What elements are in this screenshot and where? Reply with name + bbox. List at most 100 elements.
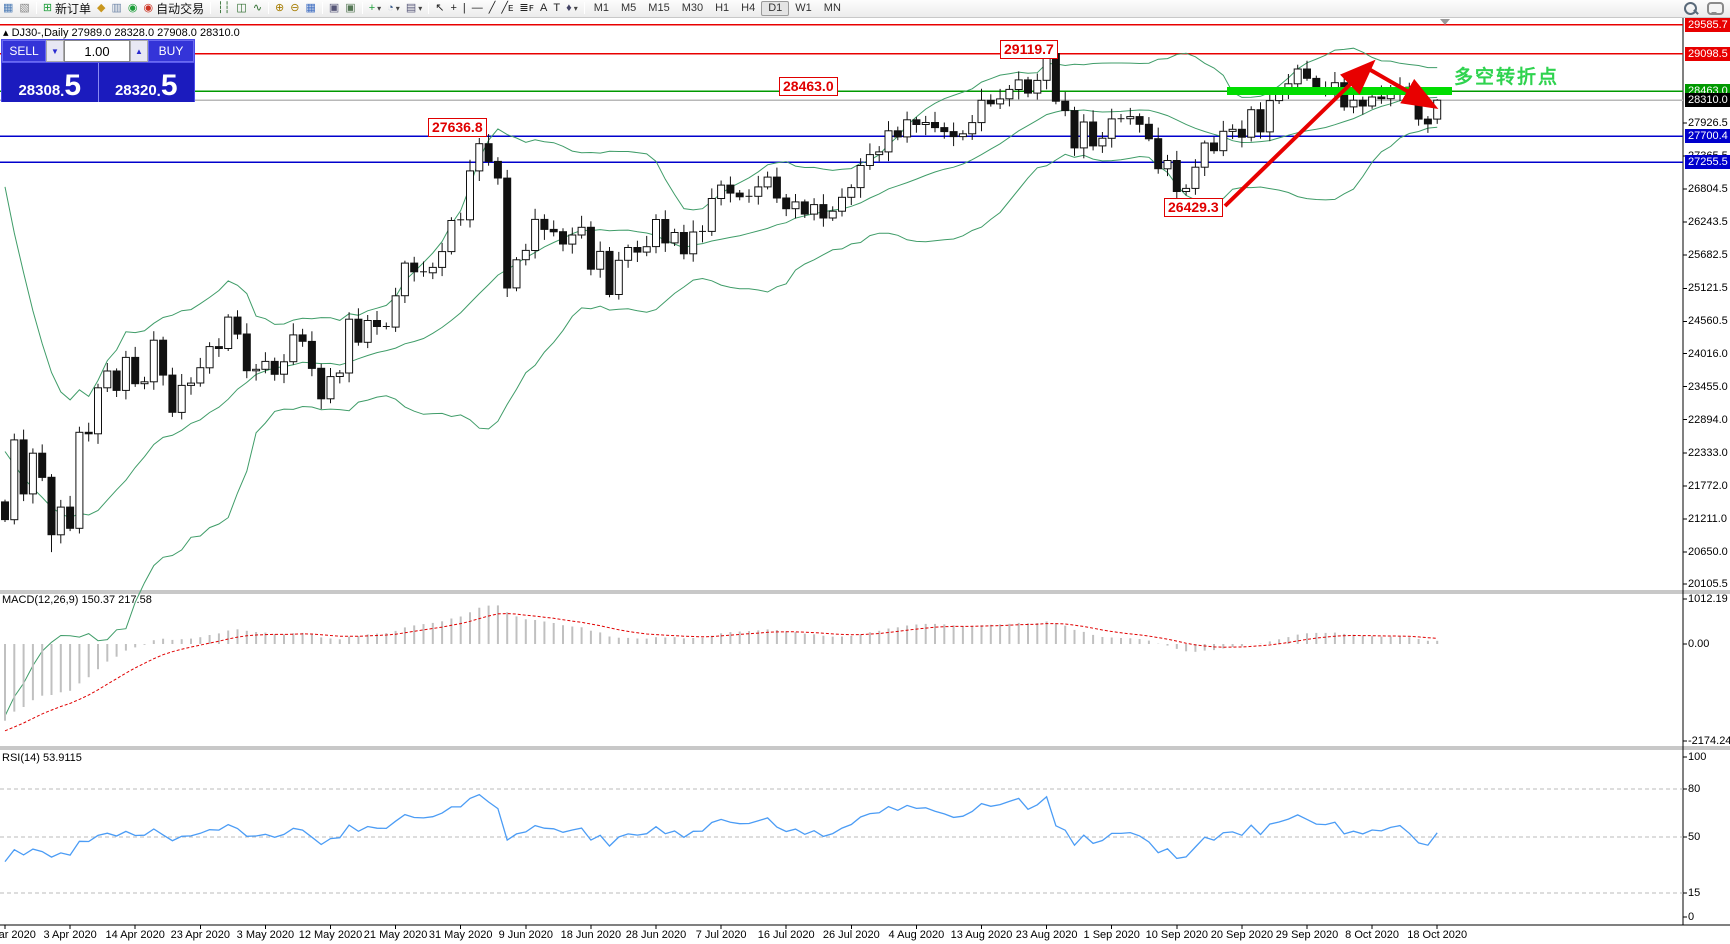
date-axis-label: 7 Jul 2020 xyxy=(695,929,747,941)
date-axis-label: 1 Sep 2020 xyxy=(1083,929,1140,941)
price-axis-tick: 21772.0 xyxy=(1688,479,1728,492)
date-axis-label: 10 Sep 2020 xyxy=(1145,929,1208,941)
timeframe-d1[interactable]: D1 xyxy=(761,1,790,16)
search-icon[interactable] xyxy=(1684,2,1697,15)
toolbar-separator xyxy=(361,2,363,14)
date-axis-label: 18 Oct 2020 xyxy=(1407,929,1468,941)
bar-chart-icon[interactable]: ┆┆ xyxy=(217,2,231,14)
price-axis-tick: 23455.0 xyxy=(1688,380,1728,393)
horizontal-line-tool[interactable]: — xyxy=(471,2,483,14)
volume-increase-button[interactable]: ▲ xyxy=(130,40,148,62)
date-axis-label: 16 Jul 2020 xyxy=(757,929,815,941)
cursor-tool[interactable]: ↖ xyxy=(435,2,445,14)
indicators-button[interactable]: + ▾ xyxy=(368,2,382,14)
cascade-charts-icon[interactable]: ▣ xyxy=(345,2,356,14)
chat-icon[interactable] xyxy=(1707,2,1724,15)
volume-decrease-button[interactable]: ▼ xyxy=(46,40,64,62)
price-annotation-label: 27636.8 xyxy=(428,118,487,137)
timeframe-mn[interactable]: MN xyxy=(823,2,841,14)
chart-ohlc-title: ▴ DJ30-,Daily 27989.0 28328.0 27908.0 28… xyxy=(3,26,240,39)
crosshair-tool[interactable]: + xyxy=(450,2,457,14)
templates-button[interactable]: ▤ ▾ xyxy=(405,2,423,14)
sell-price-display[interactable]: 28308. 5 xyxy=(2,63,99,102)
price-line-label: 28463.0 xyxy=(1685,84,1730,99)
price-axis-tick: 20650.0 xyxy=(1688,546,1728,559)
toolbar-separator xyxy=(268,2,270,14)
volume-input[interactable] xyxy=(64,40,130,62)
vertical-line-tool[interactable]: | xyxy=(462,2,466,14)
rsi-axis-tick: 100 xyxy=(1688,751,1707,763)
toolbar-separator xyxy=(428,2,430,14)
date-axis-label: 23 Aug 2020 xyxy=(1015,929,1078,941)
tile-windows-icon[interactable]: ▦ xyxy=(305,2,316,14)
timeframe-m5[interactable]: M5 xyxy=(621,2,637,14)
date-axis-label: 25 Mar 2020 xyxy=(0,929,36,941)
market-sonar-icon[interactable]: ◉ xyxy=(127,2,138,14)
text-tool[interactable]: A xyxy=(540,2,548,14)
price-axis-tick: 27365.5 xyxy=(1688,149,1728,162)
price-axis-tick: 26243.5 xyxy=(1688,216,1728,229)
chart-preview-icon[interactable]: ▧ xyxy=(19,2,30,14)
price-axis-tick: 22333.0 xyxy=(1688,446,1728,459)
price-line-label: 29585.7 xyxy=(1685,17,1730,32)
fibonacci-tool[interactable]: ≣ꜰ xyxy=(519,2,535,14)
price-line-label: 28310.0 xyxy=(1685,93,1730,108)
arrows-tool[interactable]: ♦ ▾ xyxy=(566,2,578,14)
pivot-annotation-text: 多空转折点 xyxy=(1454,67,1560,88)
zoom-out-icon[interactable]: ⊖ xyxy=(290,2,300,14)
buy-button[interactable]: BUY xyxy=(148,40,194,62)
text-label-tool[interactable]: T xyxy=(553,2,561,14)
date-axis-label: 31 May 2020 xyxy=(428,929,493,941)
autotrading-button[interactable]: ◉ 自动交易 xyxy=(143,2,205,16)
timeframe-h4[interactable]: H4 xyxy=(741,2,756,14)
candlestick-chart-icon[interactable]: ◫ xyxy=(236,2,247,14)
arrange-charts-icon[interactable]: ▣ xyxy=(328,2,340,14)
sell-button[interactable]: SELL xyxy=(2,40,46,62)
timeframe-m30[interactable]: M30 xyxy=(681,2,704,14)
rsi-axis-tick: 80 xyxy=(1688,783,1701,795)
main-toolbar: ▦ ▧ ⊞ 新订单 ◆ ▥ ◉ ◉ 自动交易 ┆┆ ◫ ∿ ⊕ ⊖ ▦ ▣ ▣ + ▾ ◔ ▾ ▤ ▾ ↖ + | — ╱ ╱ᴇ ≣ꜰ A T… xyxy=(0,0,1730,18)
macd-axis-tick: 1012.19 xyxy=(1688,593,1728,605)
price-annotation-label: 26429.3 xyxy=(1164,198,1223,217)
macd-indicator-label: MACD(12,26,9) 150.37 217.58 xyxy=(2,594,152,606)
rsi-axis-tick: 15 xyxy=(1688,887,1701,899)
channel-tool[interactable]: ╱ᴇ xyxy=(501,2,514,14)
date-axis-label: 8 Oct 2020 xyxy=(1345,929,1400,941)
date-axis-label: 23 Apr 2020 xyxy=(170,929,230,941)
metaeditor-icon[interactable]: ◆ xyxy=(97,2,106,14)
toolbar-separator xyxy=(35,2,37,14)
timeframe-h1[interactable]: H1 xyxy=(715,2,730,14)
toolbar-separator xyxy=(321,2,323,14)
rsi-axis-tick: 0 xyxy=(1688,911,1695,923)
price-line-label: 27255.5 xyxy=(1685,155,1730,170)
window-marker-icon: ▴ xyxy=(3,27,9,39)
timeframe-w1[interactable]: W1 xyxy=(795,2,812,14)
date-axis-label: 18 Jun 2020 xyxy=(560,929,622,941)
strategy-tester-icon[interactable]: ▥ xyxy=(111,2,122,14)
rsi-indicator-label: RSI(14) 53.9115 xyxy=(2,752,82,764)
price-axis-tick: 24016.0 xyxy=(1688,347,1728,360)
new-order-button[interactable]: ⊞ 新订单 xyxy=(42,2,92,16)
timeframe-m15[interactable]: M15 xyxy=(648,2,670,14)
timeframe-m1[interactable]: M1 xyxy=(593,2,610,14)
date-axis-label: 26 Jul 2020 xyxy=(822,929,880,941)
date-axis-label: 3 Apr 2020 xyxy=(43,929,97,941)
price-axis-tick: 21211.0 xyxy=(1688,513,1727,525)
line-chart-icon[interactable]: ∿ xyxy=(252,2,263,14)
price-axis-tick: 26804.5 xyxy=(1688,183,1728,195)
toolbar-separator xyxy=(210,2,212,14)
symbol-period-label: DJ30-,Daily xyxy=(11,27,69,39)
zoom-in-icon[interactable]: ⊕ xyxy=(275,2,285,14)
trendline-tool[interactable]: ╱ xyxy=(488,2,496,14)
rsi-axis-tick: 50 xyxy=(1688,831,1701,843)
date-axis-label: 13 Aug 2020 xyxy=(950,929,1013,941)
date-axis-label: 29 Sep 2020 xyxy=(1275,929,1339,941)
price-axis-tick: 25121.5 xyxy=(1688,282,1728,295)
new-chart-window-icon[interactable]: ▦ xyxy=(3,2,14,14)
price-line-label: 27700.4 xyxy=(1685,129,1730,144)
buy-price-display[interactable]: 28320. 5 xyxy=(98,63,194,102)
periods-button[interactable]: ◔ ▾ xyxy=(387,2,400,14)
